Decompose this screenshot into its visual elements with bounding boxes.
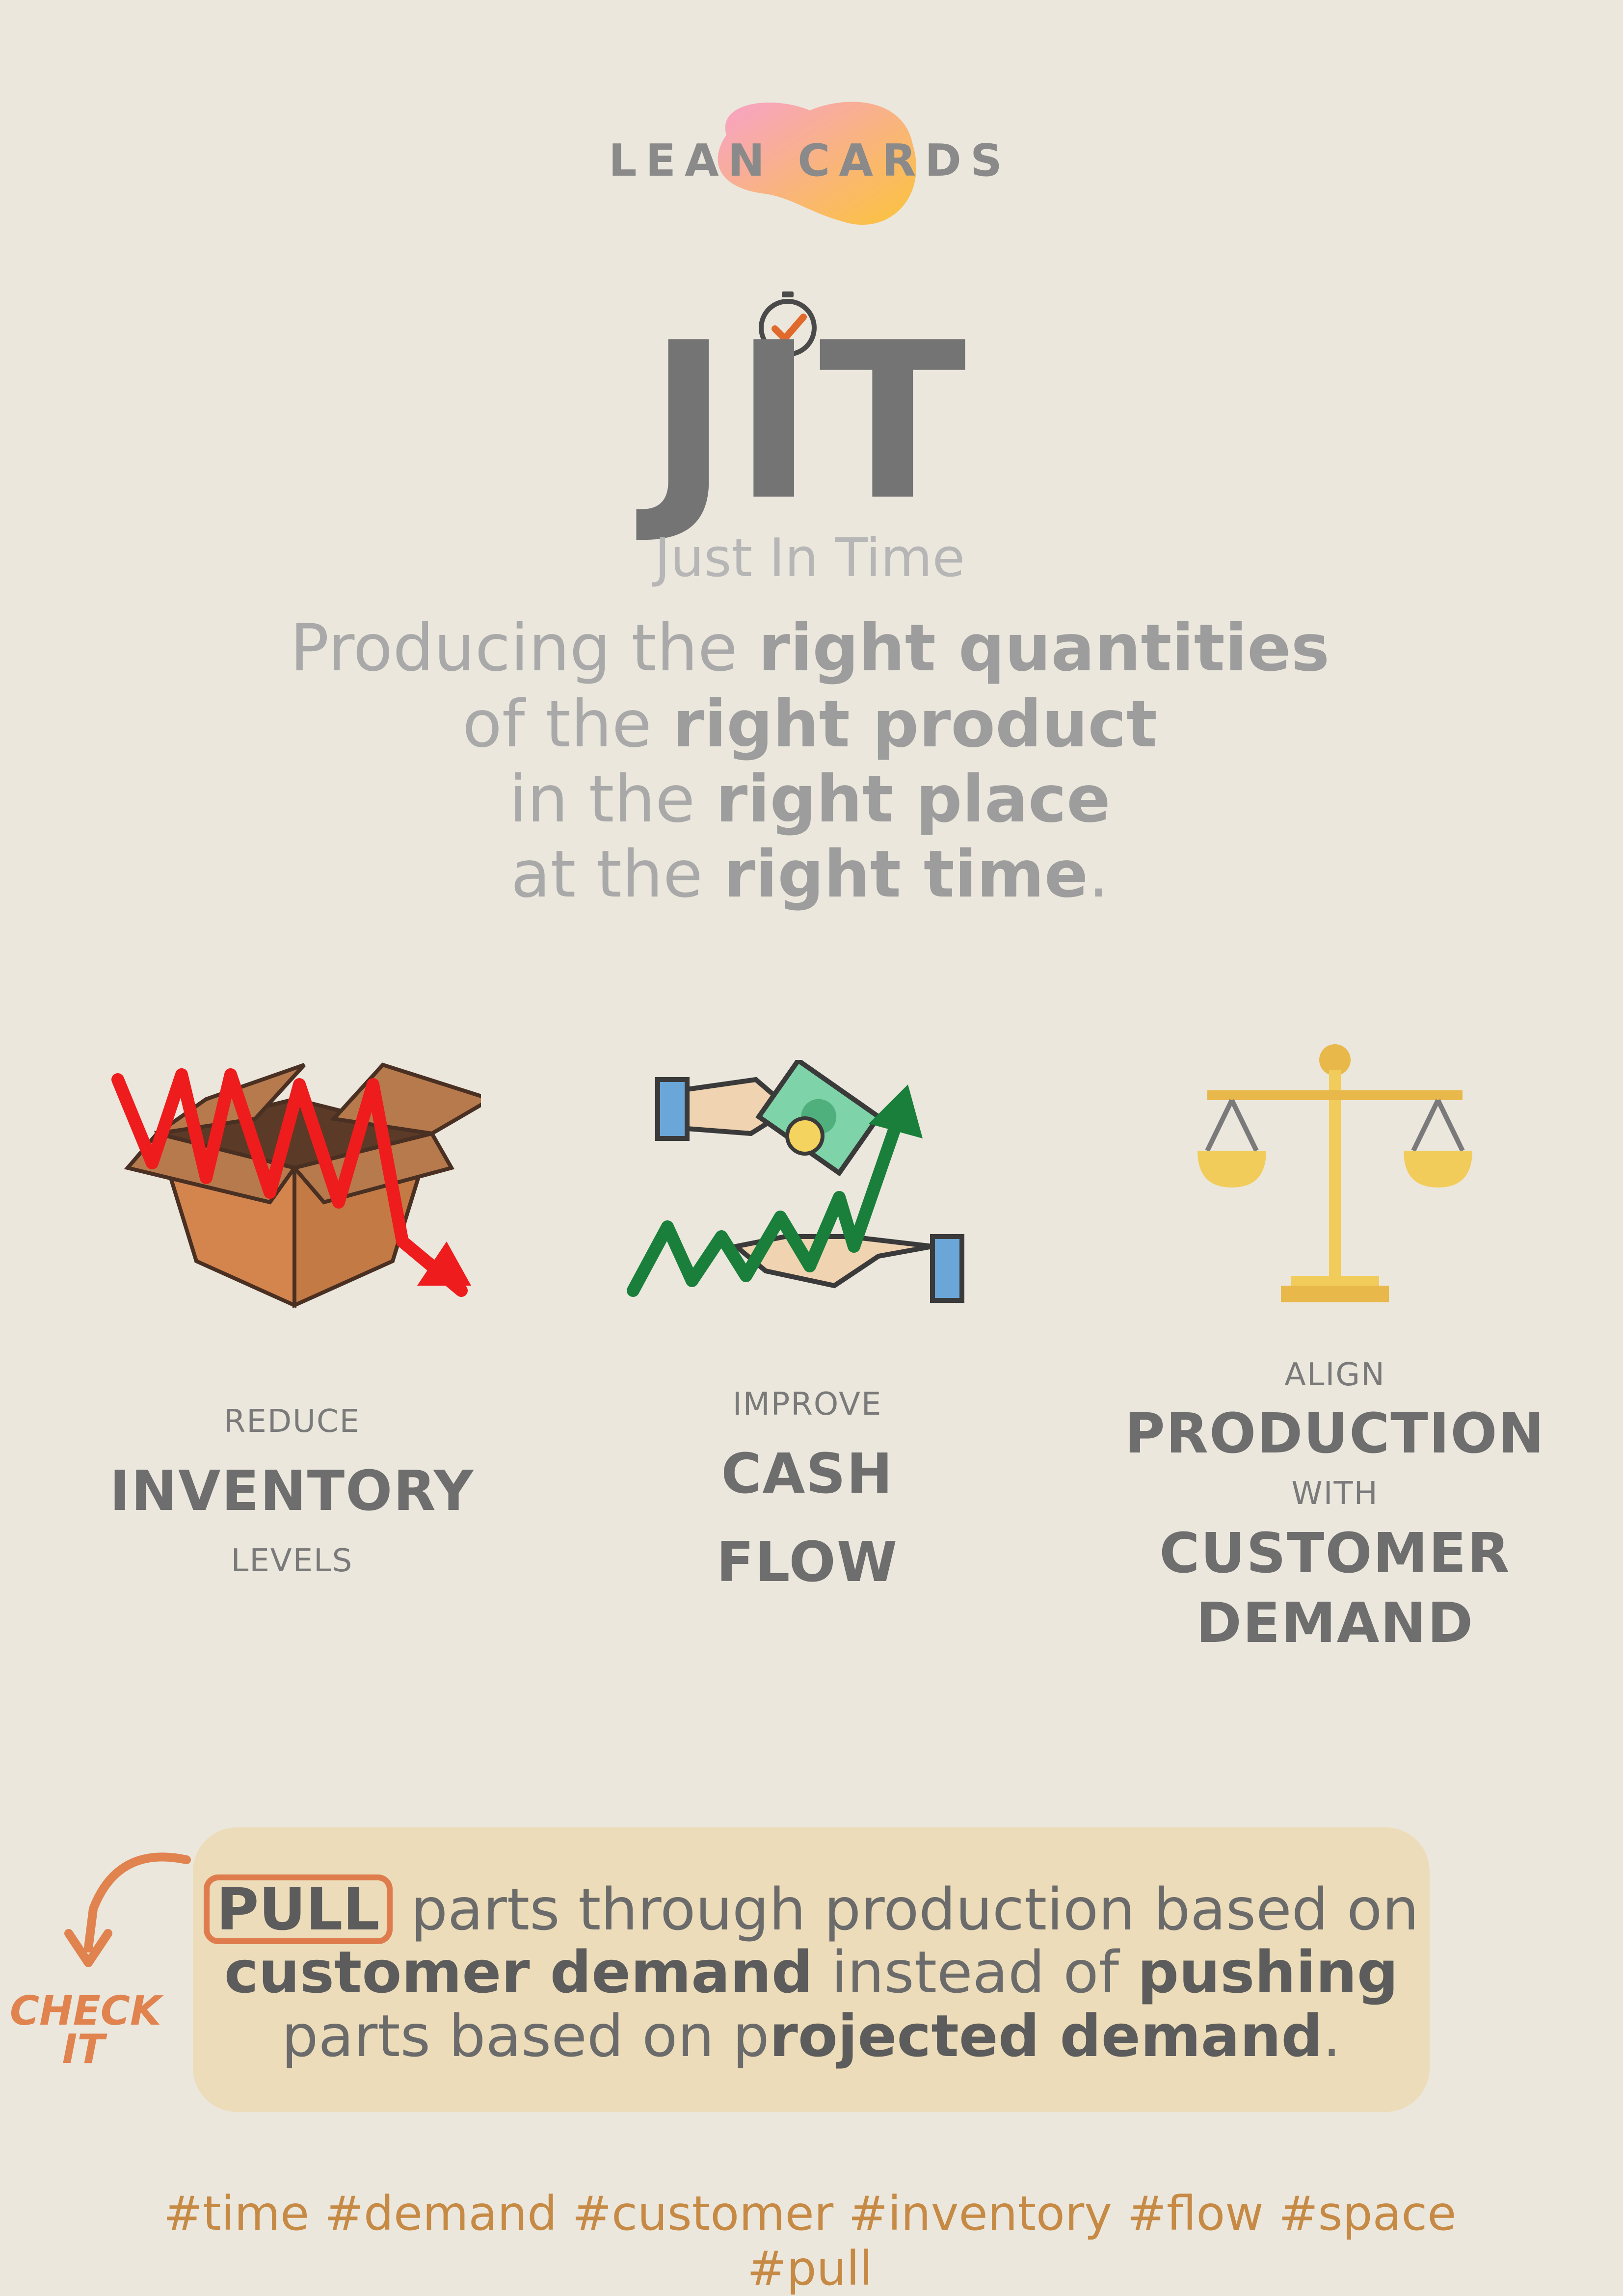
benefit-align-top: ALIGN [1284, 1357, 1385, 1393]
benefit-cash-main-1: CASH [721, 1442, 894, 1506]
scale-icon [1197, 1044, 1472, 1302]
page-subtitle: Just In Time [654, 528, 965, 589]
cash-flow-icon [627, 1060, 964, 1303]
brand-text: LEAN CARDS [609, 135, 1011, 186]
definition-line-1: Producing the right quantities [290, 610, 1330, 686]
box-decline-icon [111, 1062, 481, 1309]
benefit-cash-top: IMPROVE [732, 1386, 882, 1423]
benefit-inventory-main: INVENTORY [109, 1459, 475, 1523]
benefit-cash-flow: IMPROVE CASH FLOW [562, 1386, 1053, 1594]
hashtags: #time #demand #customer #inventory #flow… [163, 2186, 1457, 2296]
benefit-cash-main-2: FLOW [716, 1531, 899, 1594]
definition-line-4: at the right time. [510, 837, 1109, 912]
benefit-align: ALIGN PRODUCTION WITH CUSTOMER DEMAND [1090, 1357, 1580, 1655]
benefit-align-main-3: DEMAND [1196, 1591, 1474, 1655]
pull-keyword: PULL [203, 1874, 393, 1944]
clock-icon [759, 291, 817, 357]
benefit-align-mid: WITH [1291, 1476, 1379, 1512]
brand-blob [718, 102, 917, 225]
pull-line-3: parts based on projected demand. [281, 2002, 1341, 2070]
benefit-inventory: REDUCE INVENTORY LEVELS [47, 1403, 537, 1579]
definition-line-3: in the right place [509, 762, 1111, 837]
benefit-inventory-top: REDUCE [223, 1403, 361, 1440]
benefit-inventory-bottom: LEVELS [231, 1543, 353, 1579]
pull-callout-box [193, 1827, 1430, 2112]
benefit-align-main-1: PRODUCTION [1124, 1402, 1545, 1466]
definition-line-2: of the right product [462, 686, 1157, 762]
page-title: JIT [648, 296, 971, 548]
pull-line-2: customer demand instead of pushing [224, 1938, 1399, 2006]
check-it-label: CHECK IT [10, 1988, 161, 2073]
curved-arrow-icon [64, 1852, 191, 1967]
benefit-align-main-2: CUSTOMER [1159, 1522, 1511, 1585]
pull-line-1: PULL parts through production based on [193, 1874, 1430, 1944]
